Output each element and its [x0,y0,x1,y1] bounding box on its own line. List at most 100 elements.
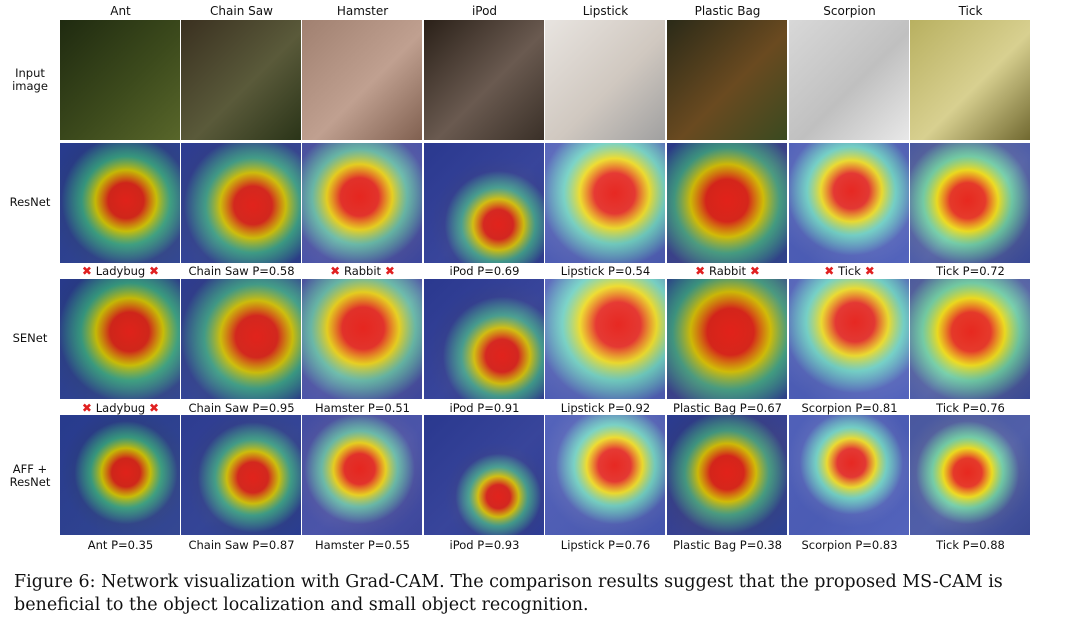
prediction-label: Lipstick P=0.76 [545,538,666,552]
prediction-text: iPod P=0.91 [449,401,520,415]
prediction-text: Hamster P=0.55 [314,538,411,552]
wrong-mark-icon: ✖ [330,264,344,278]
prediction-label: ✖ Ladybug ✖ [60,401,181,415]
prediction-text: Plastic Bag P=0.67 [673,401,782,415]
prediction-text: Lipstick P=0.54 [560,264,651,278]
prediction-text: Hamster P=0.51 [314,401,411,415]
prediction-text: Lipstick P=0.92 [560,401,651,415]
wrong-mark-icon: ✖ [695,264,709,278]
gradcam-heatmap [302,279,422,399]
prediction-label: Lipstick P=0.54 [545,264,666,278]
input-image [424,20,544,140]
prediction-label: Chain Saw P=0.58 [181,264,302,278]
prediction-text: Ladybug [95,401,146,415]
prediction-label: Plastic Bag P=0.67 [667,401,788,415]
gradcam-heatmap [545,143,665,263]
prediction-text: Tick P=0.72 [936,264,1005,278]
prediction-text: Plastic Bag P=0.38 [673,538,782,552]
gradcam-heatmap [910,143,1030,263]
gradcam-heatmap [424,143,544,263]
prediction-label: Tick P=0.72 [910,264,1031,278]
prediction-label: Chain Saw P=0.95 [181,401,302,415]
column-header: Ant [110,4,131,18]
wrong-mark-icon: ✖ [145,264,160,278]
gradcam-heatmap [302,143,422,263]
row-header: AFF + ResNet [9,462,51,489]
gradcam-heatmap [60,279,180,399]
prediction-label: Scorpion P=0.83 [789,538,910,552]
gradcam-heatmap [789,279,909,399]
prediction-text: Ladybug [95,264,146,278]
gradcam-heatmap [60,143,180,263]
prediction-label: ✖ Rabbit ✖ [302,264,423,278]
prediction-label: Lipstick P=0.92 [545,401,666,415]
gradcam-heatmap [910,279,1030,399]
column-header: iPod [471,4,498,18]
prediction-label: Ant P=0.35 [60,538,181,552]
prediction-label: Scorpion P=0.81 [789,401,910,415]
gradcam-heatmap [181,279,301,399]
gradcam-heatmap [302,415,422,535]
input-image [60,20,180,140]
column-header: Plastic Bag [694,4,761,18]
wrong-mark-icon: ✖ [81,401,96,415]
input-image [545,20,665,140]
gradcam-heatmap [910,415,1030,535]
prediction-label: Tick P=0.88 [910,538,1031,552]
input-image [789,20,909,140]
input-image [910,20,1030,140]
gradcam-heatmap [667,143,787,263]
prediction-label: iPod P=0.69 [424,264,545,278]
prediction-text: Chain Saw P=0.87 [188,538,295,552]
gradcam-heatmap [424,415,544,535]
prediction-label: ✖ Ladybug ✖ [60,264,181,278]
gradcam-heatmap [667,279,787,399]
wrong-mark-icon: ✖ [145,401,160,415]
prediction-label: Hamster P=0.55 [302,538,423,552]
gradcam-heatmap [181,415,301,535]
prediction-text: Lipstick P=0.76 [560,538,651,552]
prediction-text: Ant P=0.35 [87,538,154,552]
prediction-label: ✖ Rabbit ✖ [667,264,788,278]
prediction-text: Rabbit [708,264,747,278]
prediction-text: Scorpion P=0.83 [801,538,898,552]
wrong-mark-icon: ✖ [381,264,395,278]
wrong-mark-icon: ✖ [824,264,839,278]
column-header: Tick [958,4,983,18]
wrong-mark-icon: ✖ [860,264,875,278]
prediction-text: Tick P=0.76 [936,401,1005,415]
input-image [302,20,422,140]
prediction-text: Chain Saw P=0.95 [188,401,295,415]
wrong-mark-icon: ✖ [81,264,96,278]
prediction-text: Tick P=0.88 [936,538,1005,552]
gradcam-heatmap [424,279,544,399]
column-header: Hamster [336,4,389,18]
input-image [667,20,787,140]
prediction-label: Chain Saw P=0.87 [181,538,302,552]
prediction-label: iPod P=0.93 [424,538,545,552]
column-header: Lipstick [582,4,629,18]
gradcam-heatmap [545,279,665,399]
column-header: Chain Saw [210,4,273,18]
prediction-label: iPod P=0.91 [424,401,545,415]
prediction-label: Hamster P=0.51 [302,401,423,415]
gradcam-heatmap [667,415,787,535]
gradcam-heatmap [60,415,180,535]
prediction-label: ✖ Tick ✖ [789,264,910,278]
row-header: Input image [12,66,48,93]
gradcam-heatmap [789,143,909,263]
gradcam-heatmap [545,415,665,535]
figure-caption: Figure 6: Network visualization with Gra… [14,572,1003,615]
prediction-text: iPod P=0.69 [449,264,520,278]
prediction-text: Chain Saw P=0.58 [188,264,295,278]
prediction-label: Tick P=0.76 [910,401,1031,415]
gradcam-heatmap [789,415,909,535]
column-header: Scorpion [823,4,876,18]
row-header: ResNet [9,195,51,209]
input-image [181,20,301,140]
prediction-text: iPod P=0.93 [449,538,520,552]
gradcam-heatmap [181,143,301,263]
prediction-text: Scorpion P=0.81 [801,401,898,415]
wrong-mark-icon: ✖ [746,264,760,278]
prediction-text: Rabbit [343,264,382,278]
